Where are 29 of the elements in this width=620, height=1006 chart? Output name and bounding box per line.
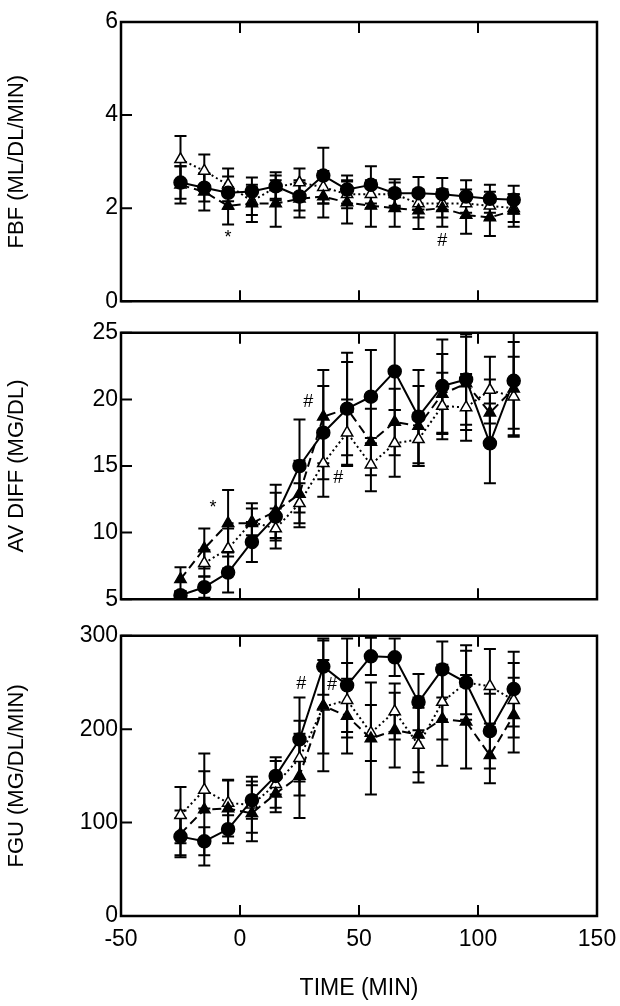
y-tick-label: 0 <box>105 286 118 313</box>
y-tick-label: 4 <box>105 100 119 127</box>
y-tick-label: 0 <box>105 901 118 928</box>
annotation: # <box>437 229 448 250</box>
y-axis-title: AV DIFF (MG/DL) <box>3 379 29 553</box>
y-tick-label: 15 <box>92 451 118 478</box>
y-axis-title: FBF (ML/DL/MIN) <box>3 74 29 249</box>
annotation: # <box>296 672 307 693</box>
x-tick-label: 150 <box>577 925 617 952</box>
y-tick-label: 300 <box>79 621 118 648</box>
y-tick-label: 10 <box>92 517 118 544</box>
annotation: # <box>327 674 338 695</box>
y-tick-label: 6 <box>105 7 118 34</box>
x-tick-label: 100 <box>458 925 498 952</box>
y-axis-title: FGU (MG/DL/MIN) <box>3 684 29 868</box>
y-tick-label: 20 <box>92 384 118 411</box>
x-axis-title: TIME (MIN) <box>299 973 419 1000</box>
y-tick-label: 200 <box>79 714 118 741</box>
x-tick-label: 0 <box>233 925 247 952</box>
x-tick-label: -50 <box>104 925 138 952</box>
x-tick-label: 50 <box>346 925 372 952</box>
y-tick-label: 100 <box>79 807 118 834</box>
y-tick-label: 2 <box>105 193 118 220</box>
annotation: # <box>333 467 344 488</box>
annotation: * <box>224 227 232 248</box>
y-tick-label: 25 <box>92 318 118 345</box>
annotation: # <box>303 390 314 411</box>
annotation: * <box>209 497 217 518</box>
y-tick-label: 5 <box>105 584 118 611</box>
